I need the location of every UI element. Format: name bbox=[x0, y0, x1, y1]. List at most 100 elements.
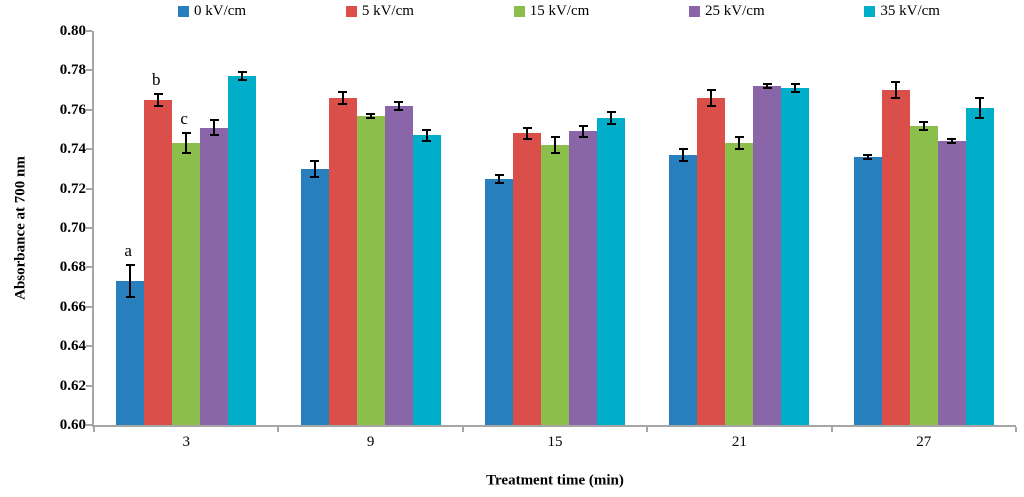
error-bar-cap-bottom bbox=[338, 102, 348, 105]
error-bar-cap-bottom bbox=[494, 181, 504, 184]
y-tick-label: 0.78 bbox=[59, 62, 86, 79]
error-bar-cap-top bbox=[606, 110, 616, 113]
legend-swatch-icon bbox=[864, 6, 876, 17]
bar-25-kv-cm-t27 bbox=[937, 141, 966, 425]
bar-15-kv-cm-t9 bbox=[356, 115, 385, 425]
error-bar-cap-top bbox=[209, 118, 219, 121]
bar-35-kv-cm-t27 bbox=[965, 107, 994, 425]
x-tick bbox=[461, 427, 464, 432]
y-tick-label: 0.74 bbox=[59, 141, 86, 158]
error-bar-cap-bottom bbox=[706, 104, 716, 107]
error-bar-cap-bottom bbox=[394, 108, 404, 111]
legend-label: 35 kV/cm bbox=[880, 3, 940, 19]
error-bar bbox=[766, 84, 769, 89]
y-tick-label: 0.72 bbox=[59, 180, 86, 197]
y-tick bbox=[86, 108, 92, 111]
y-tick-label: 0.80 bbox=[59, 23, 86, 39]
y-tick-label: 0.70 bbox=[59, 220, 86, 236]
x-category-label: 21 bbox=[731, 434, 747, 450]
legend-label: 15 kV/cm bbox=[529, 3, 590, 19]
error-bar-cap-top bbox=[863, 154, 873, 157]
error-bar-cap-bottom bbox=[891, 96, 901, 99]
error-bar bbox=[313, 161, 316, 177]
bar-5-kv-cm-t3 bbox=[144, 99, 173, 425]
error-bar bbox=[498, 174, 500, 183]
error-bar bbox=[894, 82, 897, 98]
error-bar bbox=[341, 92, 344, 104]
bar-15-kv-cm-t21 bbox=[725, 143, 754, 425]
bar-35-kv-cm-t9 bbox=[412, 135, 441, 425]
error-bar-cap-top bbox=[706, 89, 716, 92]
sig-letter-a: a bbox=[124, 241, 132, 261]
error-bar-cap-top bbox=[578, 124, 588, 127]
sig-letter-c: c bbox=[180, 109, 188, 129]
bar-0-kv-cm-t15 bbox=[485, 178, 513, 425]
bar-0-kv-cm-t27 bbox=[853, 157, 882, 425]
error-bar-cap-bottom bbox=[125, 295, 135, 298]
legend-label: 5 kV/cm bbox=[361, 3, 414, 19]
y-tick bbox=[86, 187, 92, 190]
legend-item-15-kv-cm: 15 kV/cm bbox=[513, 3, 590, 20]
error-bar-cap-top bbox=[790, 83, 800, 86]
error-bar bbox=[582, 125, 584, 138]
error-bar bbox=[866, 155, 869, 160]
error-bar-cap-top bbox=[310, 160, 320, 163]
error-bar bbox=[213, 119, 216, 136]
bar-25-kv-cm-t3 bbox=[200, 127, 229, 425]
error-bar-cap-top bbox=[947, 138, 957, 141]
error-bar-cap-top bbox=[237, 71, 247, 74]
error-bar-cap-bottom bbox=[153, 104, 163, 107]
error-bar-cap-bottom bbox=[366, 116, 376, 119]
error-bar-cap-top bbox=[494, 173, 504, 176]
error-bar-cap-top bbox=[181, 132, 191, 135]
bar-15-kv-cm-t15 bbox=[541, 145, 569, 425]
legend-item-35-kv-cm: 35 kV/cm bbox=[864, 3, 940, 20]
y-tick-label: 0.76 bbox=[59, 101, 86, 118]
bar-0-kv-cm-t21 bbox=[669, 155, 698, 425]
error-bar-cap-bottom bbox=[762, 87, 772, 90]
error-bar-cap-bottom bbox=[678, 160, 688, 163]
error-bar-cap-bottom bbox=[790, 91, 800, 94]
error-bar bbox=[425, 129, 428, 142]
error-bar bbox=[738, 137, 741, 150]
x-tick bbox=[646, 427, 649, 432]
error-bar bbox=[682, 149, 685, 161]
y-tick bbox=[86, 148, 92, 151]
x-category-label: 3 bbox=[182, 434, 190, 450]
error-bar bbox=[610, 111, 612, 124]
error-bar-cap-top bbox=[338, 91, 348, 94]
error-bar-cap-bottom bbox=[975, 116, 985, 119]
error-bar-cap-bottom bbox=[550, 152, 560, 155]
error-bar-cap-bottom bbox=[237, 79, 247, 82]
error-bar-cap-top bbox=[394, 100, 404, 103]
bar-25-kv-cm-t9 bbox=[384, 105, 413, 425]
y-tick bbox=[86, 305, 92, 308]
error-bar-cap-top bbox=[975, 96, 985, 99]
error-bar bbox=[554, 137, 556, 154]
error-bar-cap-bottom bbox=[522, 138, 532, 141]
error-bar bbox=[978, 97, 981, 118]
error-bar-cap-top bbox=[678, 148, 688, 151]
x-axis-line bbox=[92, 425, 1016, 427]
legend-item-0-kv-cm: 0 kV/cm bbox=[178, 3, 246, 20]
bar-25-kv-cm-t21 bbox=[753, 86, 782, 425]
y-axis-title: Absorbance at 700 nm bbox=[12, 156, 29, 300]
error-bar-cap-top bbox=[550, 136, 560, 139]
bar-5-kv-cm-t15 bbox=[513, 133, 541, 425]
error-bar-cap-top bbox=[422, 128, 432, 131]
error-bar bbox=[950, 139, 953, 144]
y-tick bbox=[86, 30, 92, 32]
y-tick-label: 0.62 bbox=[59, 377, 86, 394]
error-bar-cap-bottom bbox=[181, 152, 191, 155]
legend-swatch-icon bbox=[345, 6, 357, 17]
error-bar-cap-top bbox=[734, 136, 744, 139]
bar-35-kv-cm-t21 bbox=[781, 88, 810, 425]
y-tick bbox=[86, 384, 92, 387]
y-tick-label: 0.60 bbox=[59, 417, 86, 433]
legend-swatch-icon bbox=[513, 6, 525, 17]
error-bar bbox=[185, 133, 188, 154]
error-bar bbox=[397, 101, 400, 110]
error-bar-cap-bottom bbox=[310, 175, 320, 178]
error-bar-cap-bottom bbox=[919, 128, 929, 131]
